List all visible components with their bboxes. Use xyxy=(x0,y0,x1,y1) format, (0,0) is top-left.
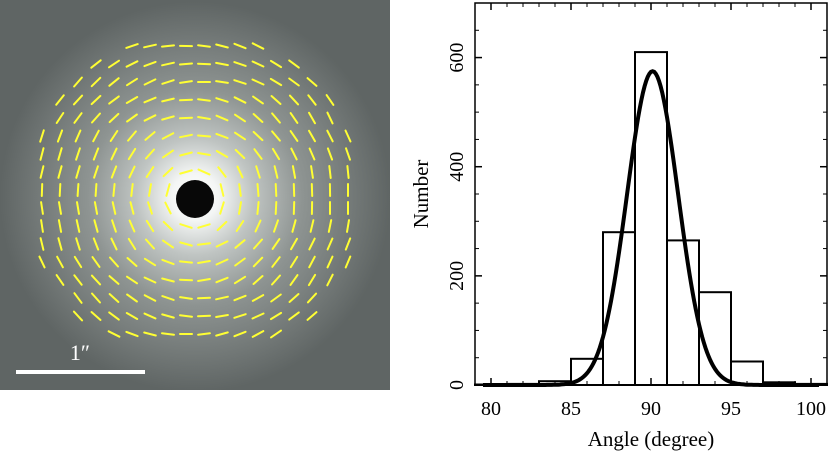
polarization-vector xyxy=(180,118,192,119)
polarization-vector xyxy=(198,64,210,65)
x-tick-label: 100 xyxy=(796,398,826,420)
x-axis-label: Angle (degree) xyxy=(588,427,715,451)
polarization-vector xyxy=(198,136,210,137)
polarization-vector xyxy=(180,64,192,65)
polarization-vector xyxy=(180,261,192,262)
y-tick-label: 0 xyxy=(446,380,468,390)
histogram-bar xyxy=(667,240,699,385)
polarization-vector xyxy=(60,184,61,196)
histogram-bars xyxy=(475,52,827,385)
y-axis-ticks: 0 200 400 600 xyxy=(446,30,827,390)
x-tick-label: 80 xyxy=(481,398,501,420)
gaussian-fit-curve xyxy=(483,71,819,385)
x-tick-label: 85 xyxy=(561,398,581,420)
y-tick-label: 400 xyxy=(446,152,468,182)
polarization-vector xyxy=(162,333,174,334)
polarization-vector xyxy=(162,45,174,46)
x-tick-label: 95 xyxy=(721,398,741,420)
polarization-map-panel: 1″ xyxy=(0,0,390,390)
polarization-vector xyxy=(131,184,132,196)
polarization-map: 1″ xyxy=(0,0,390,390)
coronagraph-mask xyxy=(176,180,214,218)
polarization-vector xyxy=(180,100,192,101)
polarization-vector xyxy=(180,315,192,316)
x-tick-label: 90 xyxy=(641,398,661,420)
polarization-vector xyxy=(276,184,277,196)
x-axis-ticks: 80 85 90 95 100 xyxy=(481,3,826,420)
scale-bar-label: 1″ xyxy=(70,340,90,365)
y-axis-label: Number xyxy=(409,160,433,229)
polarization-vector xyxy=(276,202,277,214)
polarization-vector xyxy=(257,202,258,214)
plot-frame xyxy=(475,3,827,385)
angle-histogram: 80 85 90 95 100 0 200 400 600 Angle (degree) Nu… xyxy=(390,0,831,455)
histogram-panel: 80 85 90 95 100 0 200 400 600 Angle (degree) Nu… xyxy=(390,0,831,455)
polarization-vector xyxy=(78,184,79,196)
polarization-vector xyxy=(96,184,97,196)
polarization-vector xyxy=(180,280,192,281)
polarization-vector xyxy=(329,166,330,178)
y-tick-label: 200 xyxy=(446,261,468,291)
y-tick-label: 600 xyxy=(446,43,468,73)
polarization-vector xyxy=(198,243,210,244)
polarization-vector xyxy=(258,184,259,196)
polarization-vector xyxy=(347,166,348,178)
polarization-vector xyxy=(113,184,114,196)
